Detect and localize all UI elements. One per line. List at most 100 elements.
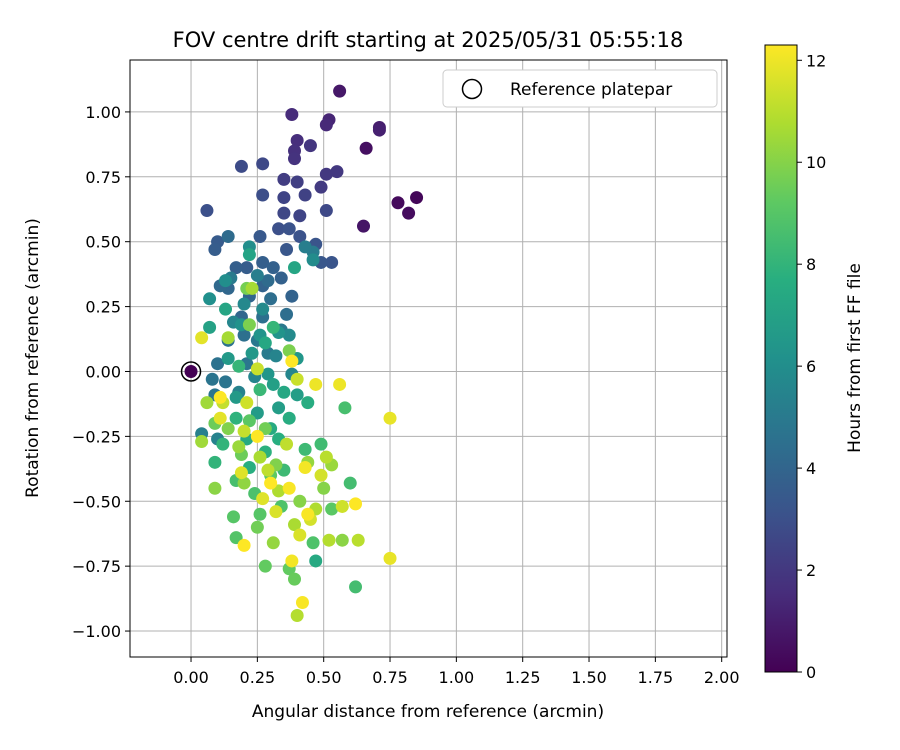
- data-point: [266, 261, 280, 275]
- data-point: [282, 481, 296, 495]
- data-point: [290, 133, 304, 147]
- data-point: [303, 139, 317, 153]
- data-point: [200, 204, 214, 218]
- data-point: [349, 497, 363, 511]
- data-point: [290, 372, 304, 386]
- data-point: [322, 533, 336, 547]
- data-point: [274, 271, 288, 285]
- data-point: [213, 390, 227, 404]
- data-point: [280, 307, 294, 321]
- data-point: [356, 219, 370, 233]
- x-tick-label: 1.25: [505, 668, 541, 687]
- x-tick-label: 1.00: [439, 668, 475, 687]
- data-point: [205, 372, 219, 386]
- data-point: [314, 468, 328, 482]
- data-point: [290, 608, 304, 622]
- data-point: [195, 331, 209, 345]
- reference-marker: [180, 361, 202, 382]
- y-tick-label: 0.25: [85, 298, 121, 317]
- data-point: [319, 204, 333, 218]
- data-point: [256, 157, 270, 171]
- data-point: [319, 167, 333, 181]
- colorbar-tick-label: 6: [806, 357, 816, 376]
- y-tick-label: 0.00: [85, 362, 121, 381]
- data-point: [237, 476, 251, 490]
- y-tick-label: 0.50: [85, 233, 121, 252]
- colorbar-gradient: [764, 44, 798, 673]
- legend: Reference platepar: [442, 69, 718, 108]
- data-point: [232, 440, 246, 454]
- data-point: [245, 281, 259, 295]
- data-point: [272, 484, 286, 498]
- data-point: [293, 528, 307, 542]
- y-tick-label: 0.75: [85, 168, 121, 187]
- data-point: [229, 411, 243, 425]
- data-point: [242, 248, 256, 262]
- data-point: [285, 354, 299, 368]
- data-point: [256, 492, 270, 506]
- data-point: [301, 396, 315, 410]
- data-point: [288, 572, 302, 586]
- data-point: [285, 108, 299, 122]
- y-axis-label: Rotation from reference (arcmin): [23, 218, 43, 498]
- data-point: [216, 437, 230, 451]
- data-point: [285, 554, 299, 568]
- data-point: [256, 188, 270, 202]
- data-point: [309, 377, 323, 391]
- data-point: [319, 450, 333, 464]
- data-point: [269, 349, 283, 363]
- data-point: [314, 437, 328, 451]
- data-point: [208, 455, 222, 469]
- data-point: [309, 554, 323, 568]
- data-point: [234, 466, 248, 480]
- data-point: [226, 510, 240, 524]
- data-point: [258, 422, 272, 436]
- data-point: [290, 175, 304, 189]
- data-point: [333, 84, 347, 98]
- y-axis-ticks: 1.00 0.75 0.50 0.25 0.00 −0.25 −0.50 −0.75 −1.00: [72, 103, 130, 641]
- data-point: [317, 481, 331, 495]
- data-point: [208, 242, 222, 256]
- data-point: [306, 536, 320, 550]
- data-point: [280, 437, 294, 451]
- colorbar-tick-label: 0: [806, 663, 816, 682]
- data-point: [245, 346, 259, 360]
- colorbar-tick-label: 10: [806, 153, 826, 172]
- data-point: [211, 357, 225, 371]
- data-point: [306, 253, 320, 267]
- data-point: [221, 230, 235, 244]
- data-point: [242, 318, 256, 332]
- data-point: [269, 505, 283, 519]
- data-point: [266, 320, 280, 334]
- data-point: [402, 206, 416, 220]
- data-point: [195, 435, 209, 449]
- data-point: [272, 401, 286, 415]
- data-point: [335, 499, 349, 513]
- data-point: [343, 476, 357, 490]
- legend-marker: [461, 78, 483, 100]
- data-point: [253, 383, 267, 397]
- data-point: [250, 520, 264, 534]
- x-axis-label: Angular distance from reference (arcmin): [252, 702, 604, 722]
- data-point: [261, 274, 275, 288]
- x-tick-label: 1.50: [571, 668, 607, 687]
- data-point: [277, 385, 291, 399]
- data-point: [330, 165, 344, 179]
- data-point: [237, 424, 251, 438]
- data-point: [229, 390, 243, 404]
- data-points: [180, 84, 424, 622]
- data-point: [266, 377, 280, 391]
- x-tick-label: 0.00: [173, 668, 209, 687]
- colorbar-tick-label: 8: [806, 255, 816, 274]
- data-point: [298, 188, 312, 202]
- data-point: [203, 292, 217, 306]
- grid: [130, 60, 727, 657]
- data-point: [258, 336, 272, 350]
- data-point: [293, 209, 307, 223]
- legend-label: Reference platepar: [510, 80, 672, 100]
- data-point: [258, 559, 272, 573]
- data-point: [250, 429, 264, 443]
- data-point: [264, 292, 278, 306]
- data-point: [285, 289, 299, 303]
- data-point: [293, 230, 307, 244]
